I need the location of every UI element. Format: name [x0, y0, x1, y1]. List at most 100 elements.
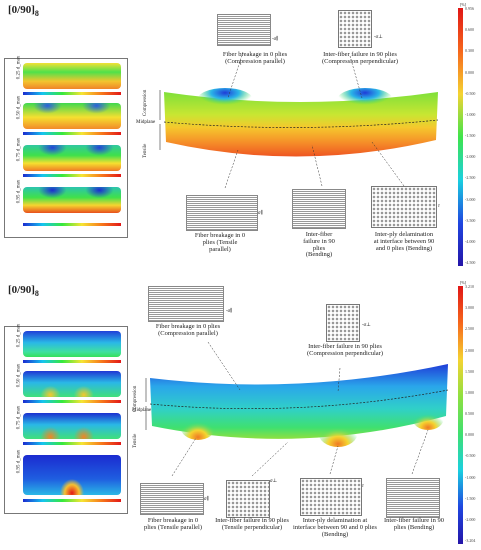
- fiber-breakage-compression-caption: Fiber breakage in 0 plies (Compression p…: [222, 51, 288, 65]
- leader-line: [329, 445, 339, 475]
- midplane-label: Midplane: [136, 120, 156, 125]
- sigma-label: -σ⊥: [374, 35, 383, 40]
- fiber-breakage-compression-caption: Fiber breakage in 0 plies (Compression p…: [155, 323, 221, 337]
- fiber-breakage-tensile-graphic: [140, 483, 204, 515]
- leader-line: [171, 437, 197, 477]
- inter-fiber-compression-graphic: [326, 304, 360, 342]
- colorbar-tick: -1.500: [465, 495, 476, 501]
- colorbar-tick: -3.500: [465, 217, 476, 223]
- thumb-field: [23, 455, 121, 495]
- delamination-graphic: [371, 186, 437, 228]
- tensile-hotspot: [412, 406, 444, 430]
- inter-fiber-tensile-caption: Inter-fiber failure in 90 plies (Tensile…: [215, 517, 289, 531]
- colorbar-tick: -4.500: [465, 260, 476, 265]
- beam-graphic: [159, 51, 439, 189]
- leader-line: [349, 55, 363, 99]
- colorbar-tick: 1.500: [465, 368, 474, 374]
- colorbar-tick: 2.000: [465, 347, 474, 353]
- thumb-field: [23, 187, 121, 213]
- delamination-graphic: [300, 478, 362, 516]
- thumb-scale: [23, 499, 121, 502]
- sigma-label: τ: [362, 484, 364, 489]
- thumb-scale: [23, 92, 121, 95]
- colorbar-tick: -3.204: [465, 538, 476, 543]
- sigma-label: -σ∥: [226, 309, 233, 314]
- colorbar-tick: 1.000: [465, 389, 474, 395]
- inter-fiber-compression-caption: Inter-fiber failure in 90 plies (Compres…: [322, 51, 398, 65]
- thumb-scale: [23, 132, 121, 135]
- thumbnail-strip: 0.25 d_max 0.50 d_max 0.75 d_max 0.95 d_…: [4, 324, 128, 514]
- colorbar-unit: [%]: [460, 2, 466, 7]
- thumb-field: [23, 145, 121, 171]
- colorbar-tick: -3.000: [465, 196, 476, 202]
- tensile-hotspot: [180, 412, 216, 440]
- fiber-breakage-tensile-caption: Fiber breakage in 0 plies (Tensile paral…: [194, 232, 246, 253]
- colorbar-tick: -0.500: [465, 90, 476, 96]
- leader-line: [207, 341, 241, 391]
- inter-fiber-bending-graphic: [292, 189, 346, 229]
- leader-line: [224, 149, 239, 189]
- thumb-field: [23, 103, 121, 129]
- colorbar-tick: 0.600: [465, 27, 474, 33]
- sigma-label: -σ∥: [272, 37, 279, 42]
- colorbar-tick: -2.000: [465, 154, 476, 160]
- colorbar-tick: 0.300: [465, 48, 474, 54]
- fiber-breakage-tensile-graphic: [186, 195, 258, 231]
- thumb-field: [23, 63, 121, 89]
- thumb-scale: [23, 360, 121, 363]
- colorbar-tick: 3.000: [465, 305, 474, 311]
- delamination-caption: Inter-ply delamination at interface betw…: [373, 231, 435, 252]
- fiber-breakage-tensile-caption: Fiber breakage in 0 plies (Tensile paral…: [143, 517, 203, 531]
- colorbar-tick: -1.000: [465, 111, 476, 117]
- colorbar-tick: 3.210: [465, 284, 474, 289]
- inter-fiber-bending-caption: Inter-fiber failure in 90 plies (Bending…: [303, 231, 335, 259]
- colorbar-tick: -4.000: [465, 238, 476, 244]
- leader-line: [311, 144, 323, 187]
- delamination-caption: Inter-ply delamination at interface betw…: [293, 517, 377, 538]
- sigma-label: σ∥: [258, 211, 263, 216]
- thumb-field: [23, 371, 121, 397]
- sigma-label: -σ⊥: [362, 323, 371, 328]
- panel-title: [0/90]8: [8, 284, 39, 299]
- leader-line: [251, 441, 289, 477]
- colorbar-tick: 0.500: [465, 411, 474, 416]
- panel-bottom: [0/90]8 0.25 d_max 0.50 d_max 0.75 d_max…: [0, 278, 481, 550]
- inter-fiber-bending-caption: Inter-fiber failure in 90 plies (Bending…: [384, 517, 444, 531]
- colorbar-tick: -0.500: [465, 453, 476, 459]
- colorbar-tick: 0.956: [465, 6, 474, 11]
- thumb-scale: [23, 174, 121, 177]
- thumbnail-strip: 0.25 d_max 0.50 d_max 0.75 d_max 0.95 d_…: [4, 56, 128, 238]
- leader-line: [411, 429, 429, 475]
- thumb-scale: [23, 223, 121, 226]
- colorbar-tick: 0.000: [465, 432, 474, 438]
- beam-strain-field: [150, 364, 448, 439]
- inter-fiber-bending-graphic: [386, 478, 440, 518]
- inter-fiber-tensile-graphic: [226, 480, 270, 518]
- thumb-field: [23, 413, 121, 439]
- fiber-breakage-compression-graphic: [148, 286, 224, 322]
- colorbar-tick: -1.500: [465, 133, 476, 138]
- panel-title: [0/90]8: [8, 4, 39, 19]
- leader-line: [337, 367, 341, 393]
- thumb-scale: [23, 400, 121, 403]
- tensile-hotspot: [318, 417, 358, 447]
- colorbar-tick: -1.000: [465, 474, 476, 480]
- midplane-line: [149, 389, 449, 410]
- colorbar: [458, 286, 463, 544]
- sigma-label: σ∥: [204, 497, 209, 502]
- beam-graphic: [145, 341, 449, 477]
- colorbar-tick: -2.000: [465, 516, 476, 522]
- midplane-line: [163, 119, 439, 128]
- thumb-scale: [23, 442, 121, 445]
- thumb-field: [23, 331, 121, 357]
- sigma-label: τ: [438, 204, 440, 209]
- colorbar-tick: 2.500: [465, 326, 474, 332]
- colorbar-tick: -2.500: [465, 175, 476, 181]
- compression-hotspot: [197, 88, 253, 112]
- inter-fiber-compression-graphic: [338, 10, 372, 48]
- colorbar-tick: 0.000: [465, 69, 474, 75]
- fiber-breakage-compression-graphic: [217, 14, 271, 46]
- sigma-label: σ⊥: [270, 479, 278, 484]
- colorbar-unit: [%]: [460, 280, 466, 285]
- leader-line: [227, 51, 244, 99]
